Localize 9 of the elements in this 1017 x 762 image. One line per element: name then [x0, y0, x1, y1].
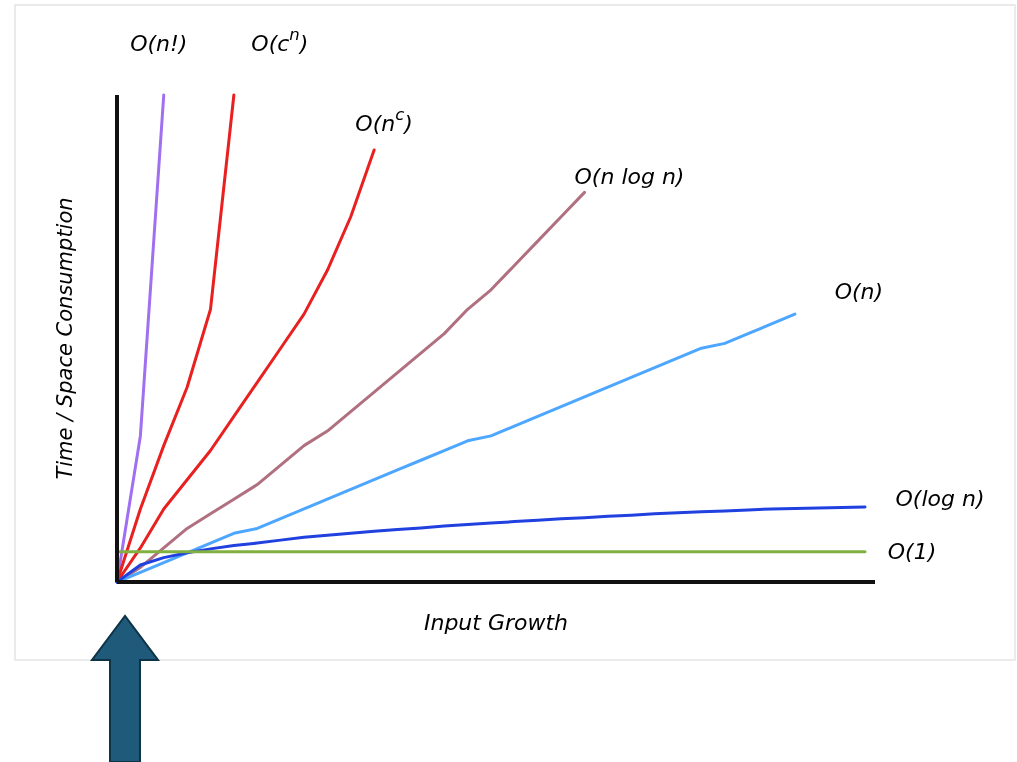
x-axis-title: Input Growth — [423, 610, 569, 635]
y-axis-title: Time / Space Consumption — [53, 197, 77, 480]
series-label: O(n log n) — [574, 164, 685, 190]
series-label: O(1) — [887, 538, 937, 564]
series-label: O(n) — [834, 279, 884, 305]
series-label: O(n$^{c}$) — [355, 105, 413, 137]
text: O(n!) — [130, 31, 188, 56]
series-label: O(log n) — [895, 486, 985, 511]
series-label: O(c$^{n}$) — [251, 25, 309, 56]
